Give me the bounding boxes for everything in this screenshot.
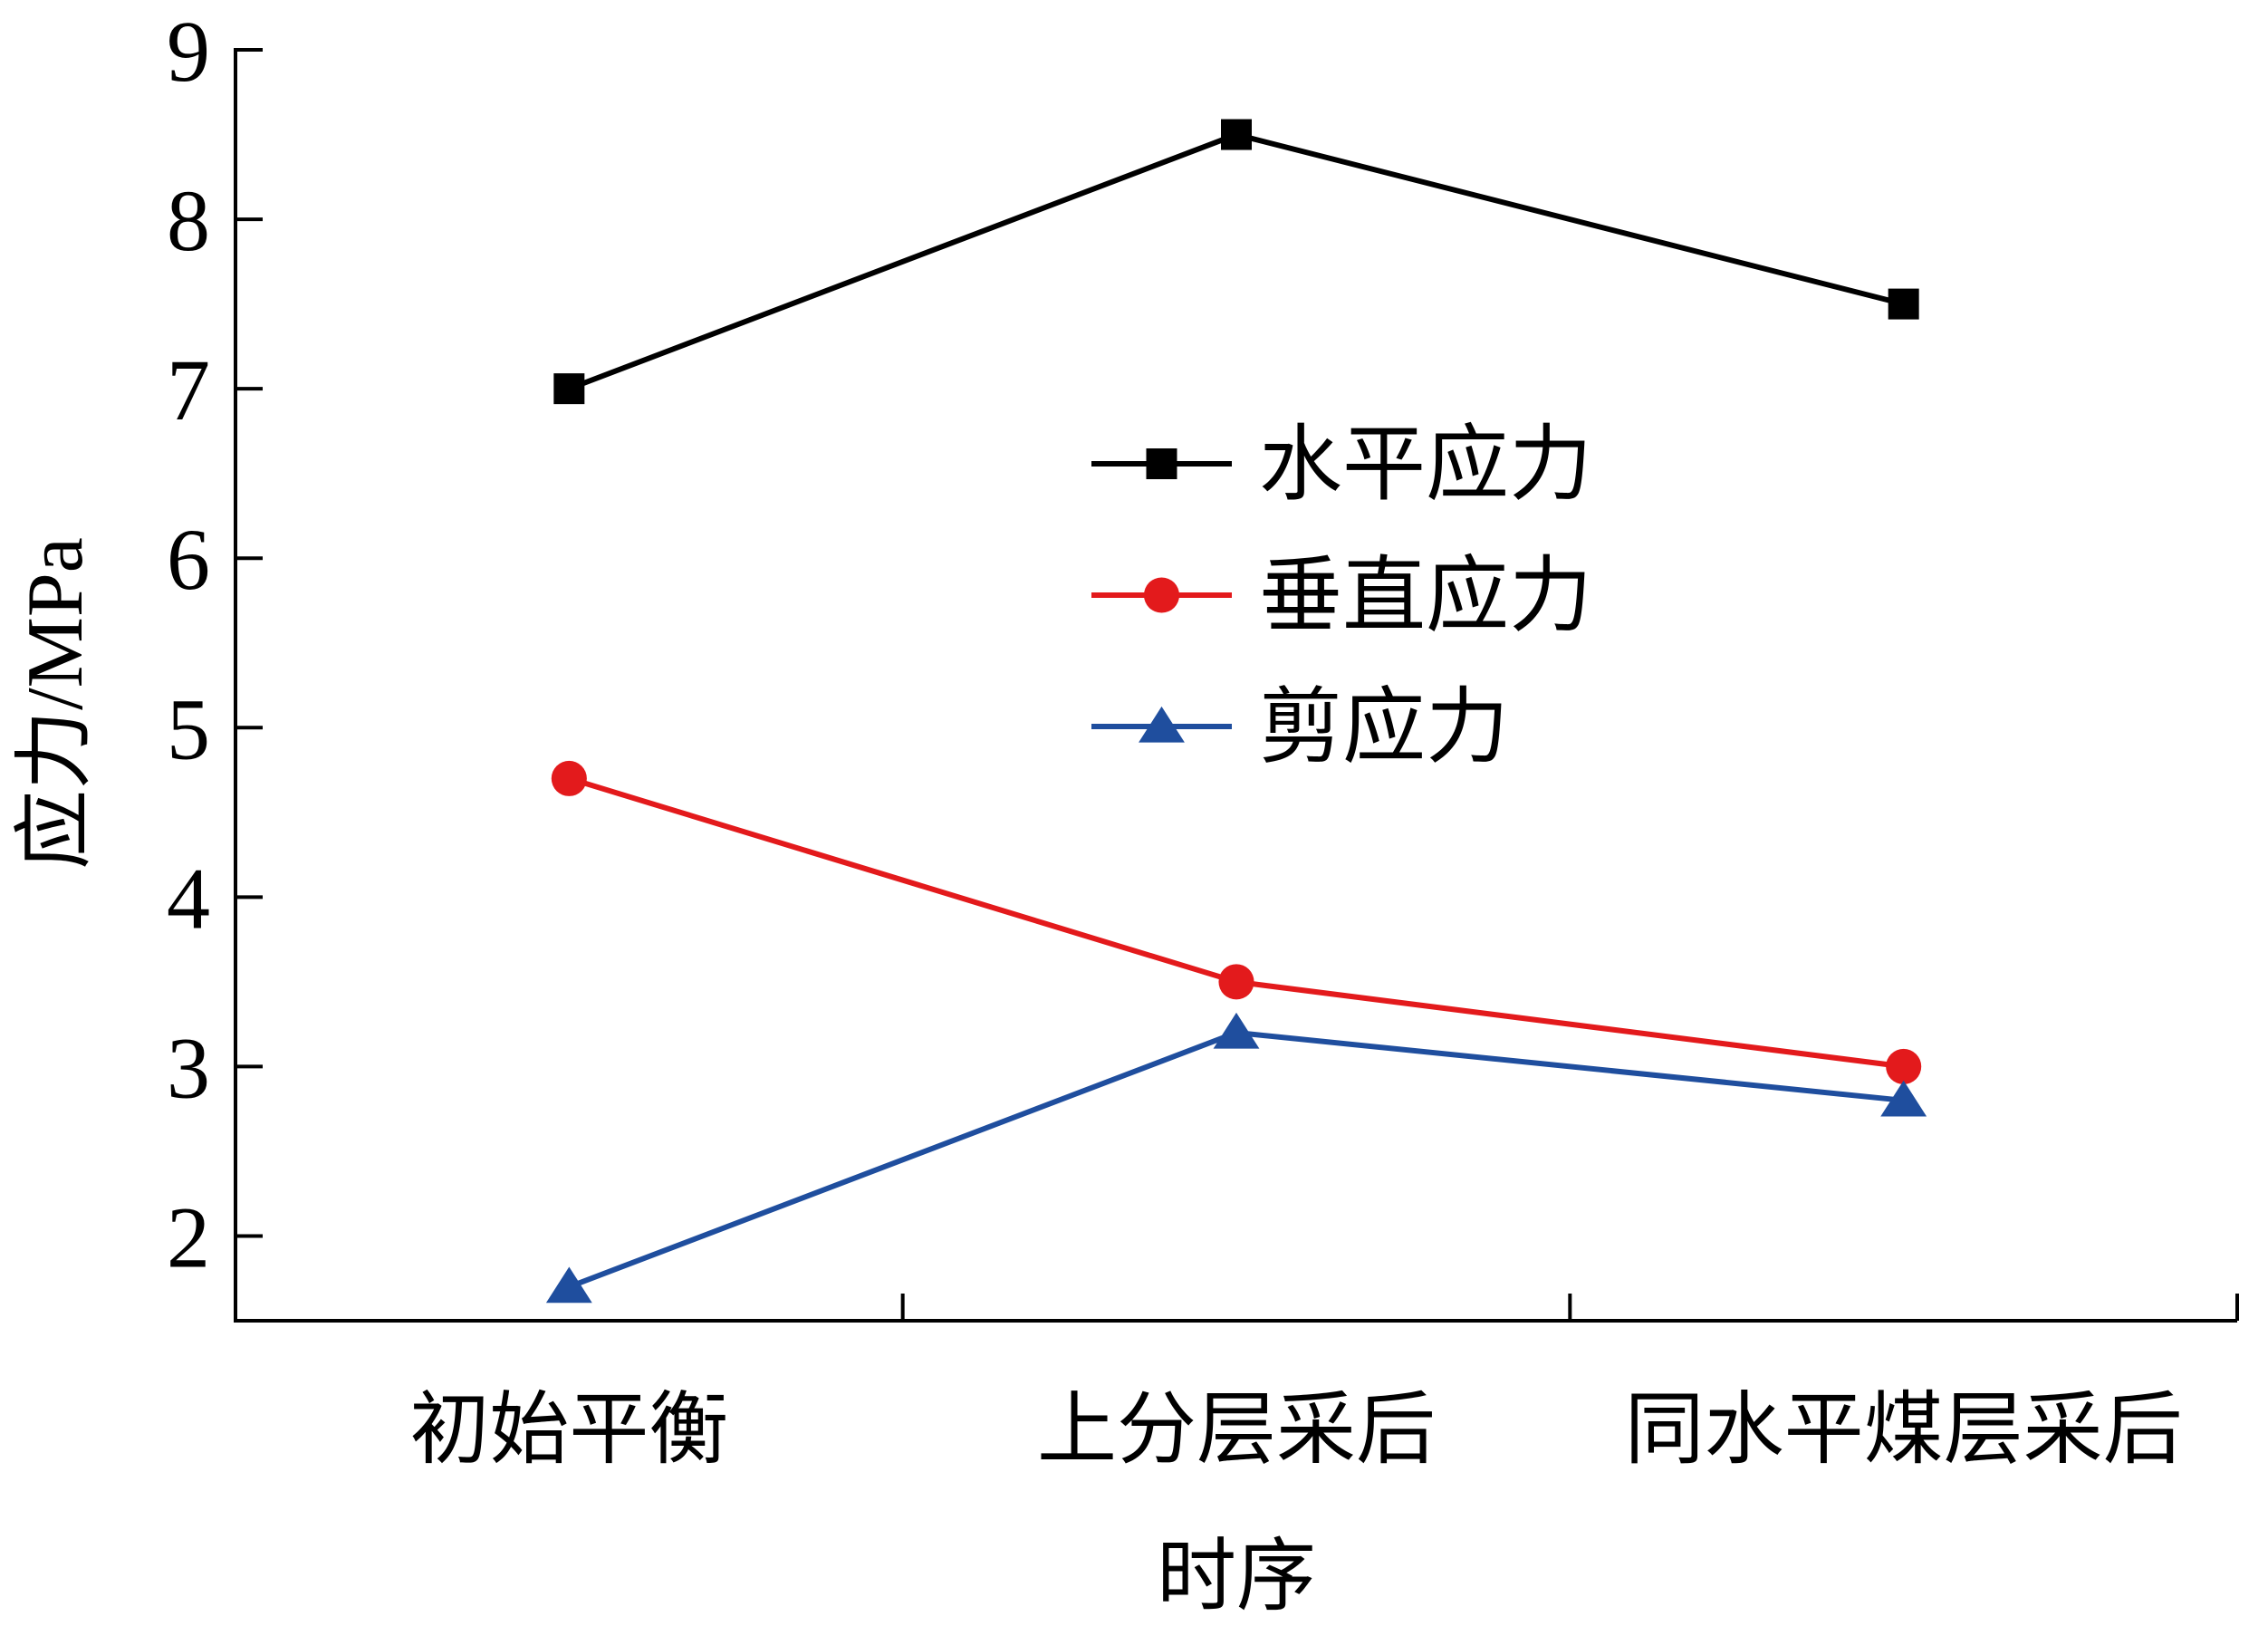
x-tick-label: 上分层采后 xyxy=(1037,1387,1436,1475)
data-point xyxy=(1213,1012,1260,1049)
legend-label: 水平应力 xyxy=(1259,419,1592,511)
y-tick-label: 3 xyxy=(167,1019,210,1116)
y-tick-label: 7 xyxy=(167,342,210,438)
legend-label: 垂直应力 xyxy=(1259,550,1592,642)
legend-marker xyxy=(1146,448,1177,479)
legend-item: 垂直应力 xyxy=(1091,550,1592,642)
series-line xyxy=(568,131,1905,391)
x-axis-ticks: 初始平衡 上分层采后 同水平煤层采后 xyxy=(409,1294,2239,1475)
y-tick-label: 2 xyxy=(167,1188,210,1285)
data-point xyxy=(1886,1048,1922,1084)
x-tick-label: 同水平煤层采后 xyxy=(1625,1387,2183,1475)
series-line xyxy=(568,1029,1904,1290)
y-tick-label: 6 xyxy=(167,511,210,608)
y-tick-label: 9 xyxy=(167,3,210,100)
legend-item: 剪应力 xyxy=(1091,681,1509,774)
series-layer xyxy=(545,119,1927,1304)
legend-marker xyxy=(1143,577,1180,613)
data-point xyxy=(1221,119,1252,150)
series-3 xyxy=(545,1012,1927,1304)
x-axis-title: 时序 xyxy=(1157,1534,1316,1621)
data-point xyxy=(1218,964,1254,1000)
y-tick-label: 5 xyxy=(167,680,210,777)
y-tick-label: 4 xyxy=(167,850,210,947)
data-point xyxy=(553,373,585,405)
legend-item: 水平应力 xyxy=(1091,419,1592,511)
series-2 xyxy=(551,760,1922,1084)
data-point xyxy=(1888,288,1919,320)
axes xyxy=(234,48,2237,1323)
y-tick-label: 8 xyxy=(167,172,210,269)
series-1 xyxy=(553,119,1919,405)
data-point xyxy=(1880,1080,1927,1117)
y-axis-ticks: 2 3 4 5 6 7 8 9 xyxy=(167,3,263,1285)
data-point xyxy=(545,1266,592,1304)
x-tick-label: 初始平衡 xyxy=(409,1387,728,1475)
legend-marker xyxy=(1139,706,1185,743)
data-point xyxy=(551,760,587,796)
legend-label: 剪应力 xyxy=(1259,681,1509,774)
y-axis-title: 应力/MPa xyxy=(12,537,100,870)
